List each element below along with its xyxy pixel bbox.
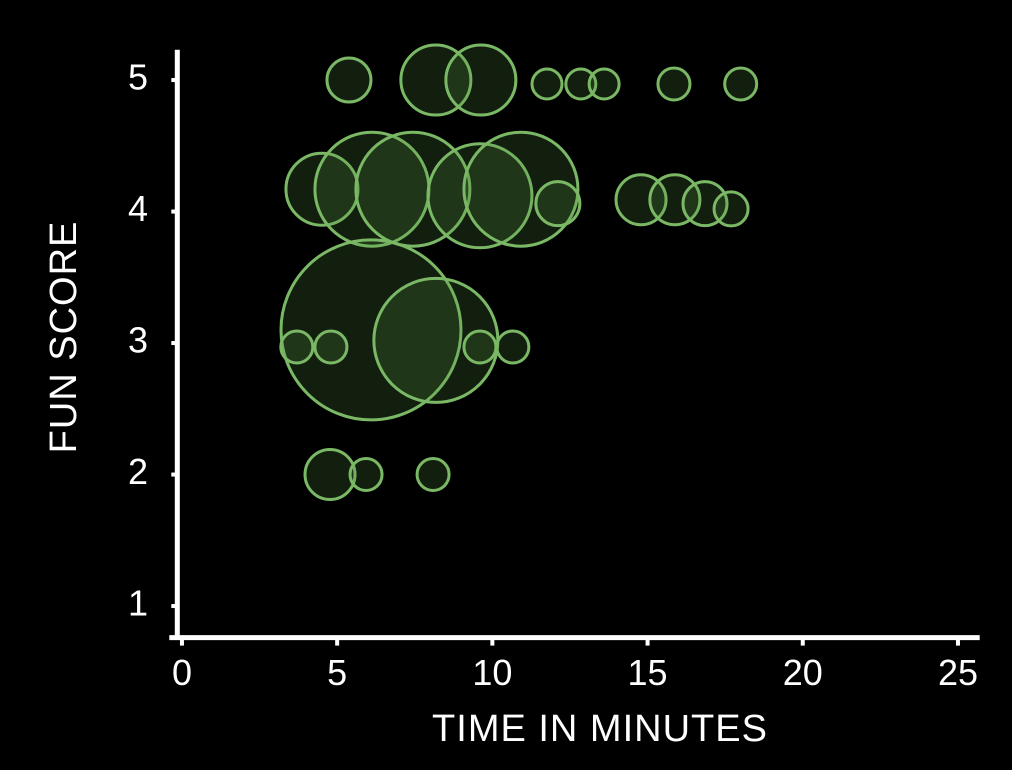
bubble xyxy=(325,56,373,104)
bubble xyxy=(723,66,759,102)
bubble xyxy=(279,329,315,365)
bubble xyxy=(564,67,598,101)
x-tick-label: 5 xyxy=(327,652,347,693)
bubble xyxy=(284,151,360,227)
bubble xyxy=(444,43,518,117)
y-tick-label: 5 xyxy=(128,57,148,98)
bubble xyxy=(313,329,349,365)
bubble xyxy=(587,67,621,101)
y-tick-label: 1 xyxy=(128,583,148,624)
bubble xyxy=(462,329,498,365)
y-tick-label: 2 xyxy=(128,451,148,492)
bubble xyxy=(534,180,582,228)
x-tick-label: 15 xyxy=(628,652,668,693)
y-axis-title: FUN SCORE xyxy=(43,221,85,454)
x-tick-label: 10 xyxy=(472,652,512,693)
bubble xyxy=(656,66,692,102)
bubble xyxy=(348,457,384,493)
bubble xyxy=(415,457,451,493)
bubble xyxy=(279,238,463,422)
x-tick-label: 20 xyxy=(783,652,823,693)
bubble xyxy=(648,173,702,227)
bubble xyxy=(399,43,473,117)
x-tick-label: 25 xyxy=(938,652,978,693)
x-axis-title: TIME IN MINUTES xyxy=(432,708,768,750)
y-tick-label: 3 xyxy=(128,320,148,361)
bubble xyxy=(495,329,531,365)
x-tick-label: 0 xyxy=(172,652,192,693)
bubble xyxy=(303,448,357,502)
bubble xyxy=(712,190,750,228)
bubble xyxy=(462,130,580,248)
bubble xyxy=(530,67,564,101)
y-tick-label: 4 xyxy=(128,188,148,229)
bubble xyxy=(426,142,534,250)
